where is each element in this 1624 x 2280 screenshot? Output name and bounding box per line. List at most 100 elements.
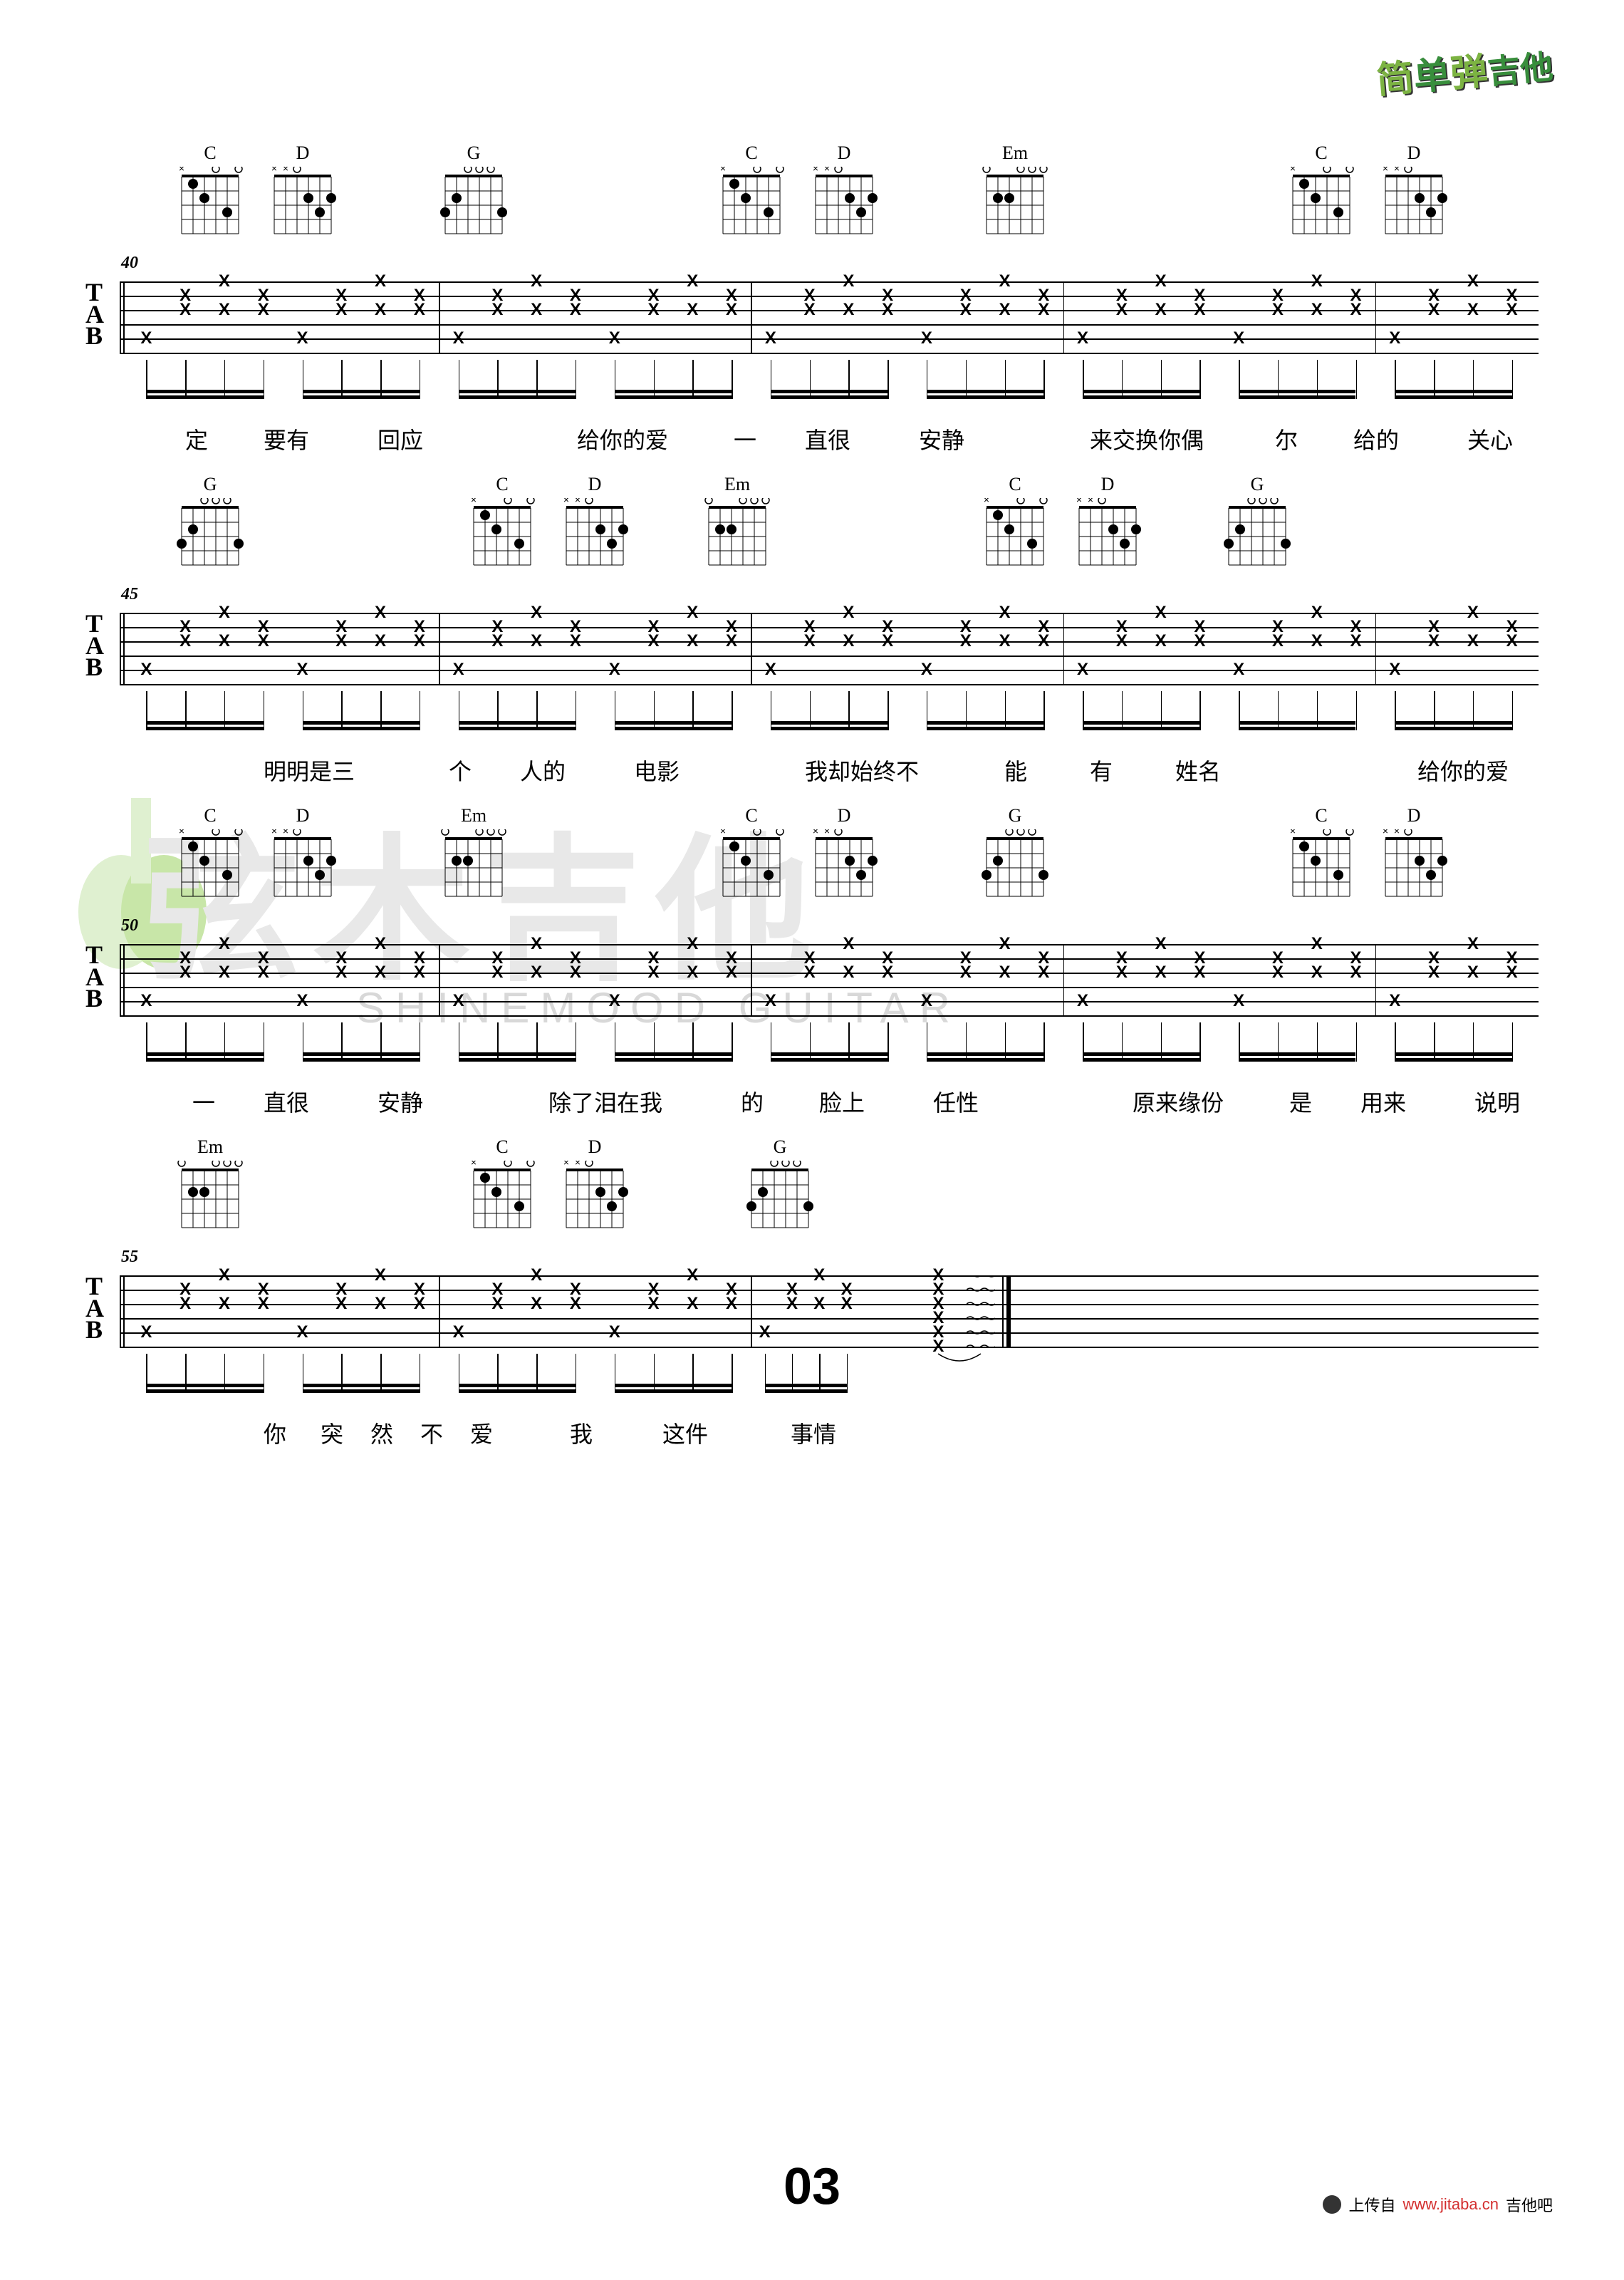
chord-name: Em	[1002, 142, 1028, 164]
chord-diagram-D: D ××	[805, 142, 883, 245]
lyric-syllable: 除了泪在我	[548, 1085, 662, 1118]
lyric-syllable: 一	[192, 1085, 215, 1118]
lyric-syllable: 直很	[805, 423, 850, 455]
svg-text:×: ×	[271, 829, 277, 836]
lyric-syllable: 原来缘份	[1133, 1085, 1224, 1118]
chord-diagram-D: D ××	[1375, 805, 1453, 908]
svg-text:×: ×	[283, 829, 288, 836]
lyric-syllable: 来交换你偶	[1090, 423, 1204, 455]
chord-diagram-Em: Em	[171, 1136, 249, 1239]
lyric-syllable: 直很	[264, 1085, 309, 1118]
tab-staff: TAB XXXXXXXXXXXXXXXXXXXXXXXXXXXXXXXXXXXX…	[85, 1268, 1539, 1404]
chord-name: C	[1009, 474, 1021, 495]
svg-text:×: ×	[824, 829, 830, 836]
lyric-syllable: 然	[370, 1416, 393, 1449]
chord-name: C	[496, 474, 508, 495]
svg-text:×: ×	[179, 167, 184, 174]
chord-diagram-C: C ×	[463, 474, 541, 576]
chord-diagram-Em: Em	[976, 142, 1054, 245]
footer-site: 吉他吧	[1506, 2193, 1553, 2216]
chord-name: D	[838, 142, 851, 164]
tab-row: C × D ×× Em C × D ×× G C × D ×× 50 TAB X…	[71, 805, 1553, 1115]
chord-diagram-C: C ×	[171, 142, 249, 245]
lyric-syllable: 个	[449, 754, 472, 787]
lyric-syllable: 定	[185, 423, 208, 455]
chord-name: D	[1101, 474, 1115, 495]
chord-diagram-C: C ×	[976, 474, 1054, 576]
bar-number: 55	[121, 1248, 1553, 1267]
lyric-syllable: 回应	[378, 423, 423, 455]
page-number: 03	[784, 2157, 840, 2216]
lyric-syllable: 用来	[1360, 1085, 1406, 1118]
chord-diagram-C: C ×	[171, 805, 249, 908]
chord-name: D	[296, 142, 310, 164]
svg-text:×: ×	[1383, 829, 1388, 836]
bar-number: 40	[121, 254, 1553, 273]
chord-diagram-Em: Em	[698, 474, 776, 576]
lyric-syllable: 我却始终不	[805, 754, 919, 787]
footer-label: 上传自	[1348, 2193, 1395, 2216]
tab-row: Em C × D ×× G 55 TAB XXXXXXXXXXXXXXXXXXX…	[71, 1136, 1553, 1446]
tab-row: G C × D ×× Em C × D ×× G 45 TAB XXXXXXXX…	[71, 474, 1553, 784]
page-footer: 上传自 www.jitaba.cn 吉他吧	[1323, 2193, 1553, 2216]
lyric-syllable: 给你的爱	[577, 423, 668, 455]
svg-text:×: ×	[1076, 498, 1082, 505]
svg-text:×: ×	[984, 498, 989, 505]
svg-text:×: ×	[1290, 167, 1296, 174]
tab-staff: TAB XXXXXXXXXXXXXXXXXXXXXXXXXXXXXXXXXXXX…	[85, 606, 1539, 741]
chord-name: G	[467, 142, 481, 164]
lyric-syllable: 人的	[520, 754, 566, 787]
chord-diagram-D: D ××	[556, 1136, 634, 1239]
svg-text:×: ×	[575, 1161, 581, 1168]
svg-text:×: ×	[563, 1161, 569, 1168]
lyric-syllable: 爱	[470, 1416, 493, 1449]
svg-text:×: ×	[471, 1161, 477, 1168]
chord-diagram-G: G	[434, 142, 513, 245]
chord-name: D	[838, 805, 851, 826]
chord-diagram-D: D ××	[1375, 142, 1453, 245]
tab-clef-label: TAB	[85, 613, 104, 678]
chord-name: G	[774, 1136, 787, 1158]
lyric-syllable: 我	[570, 1416, 593, 1449]
bar-number: 50	[121, 916, 1553, 936]
lyric-syllable: 说明	[1474, 1085, 1520, 1118]
lyric-syllable: 尔	[1275, 423, 1298, 455]
tab-clef-label: TAB	[85, 944, 104, 1010]
svg-text:×: ×	[471, 498, 477, 505]
lyric-row: 明明是三个人的电影我却始终不能有姓名给你的爱	[150, 754, 1553, 784]
chord-diagram-C: C ×	[1282, 805, 1360, 908]
lyric-syllable: 明明是三	[264, 754, 355, 787]
lyric-syllable: 能	[1004, 754, 1027, 787]
chord-name: C	[1315, 805, 1327, 826]
chord-name: C	[1315, 142, 1327, 164]
lyric-row: 定要有回应给你的爱一直很安静来交换你偶尔给的关心	[150, 423, 1553, 452]
chord-diagram-C: C ×	[712, 805, 791, 908]
chord-diagram-D: D ××	[264, 142, 342, 245]
chord-diagram-D: D ××	[556, 474, 634, 576]
chord-diagram-G: G	[1218, 474, 1296, 576]
lyric-syllable: 脸上	[819, 1085, 865, 1118]
chord-name: G	[204, 474, 217, 495]
chord-diagram-D: D ××	[1068, 474, 1147, 576]
chord-row: C × D ×× G C × D ×× Em C × D ××	[121, 142, 1553, 249]
chord-name: Em	[724, 474, 750, 495]
svg-text:×: ×	[575, 498, 581, 505]
lyric-syllable: 一	[734, 423, 756, 455]
chord-name: C	[204, 805, 216, 826]
chord-name: Em	[461, 805, 486, 826]
chord-name: Em	[197, 1136, 223, 1158]
lyric-syllable: 要有	[264, 423, 309, 455]
chord-diagram-D: D ××	[264, 805, 342, 908]
chord-diagram-G: G	[171, 474, 249, 576]
lyric-syllable: 有	[1090, 754, 1113, 787]
lyric-row: 你突然不爱我这件事情	[150, 1416, 1553, 1446]
chord-row: G C × D ×× Em C × D ×× G	[121, 474, 1553, 581]
svg-text:×: ×	[179, 829, 184, 836]
lyric-syllable: 不	[420, 1416, 443, 1449]
tab-staff: TAB XXXXXXXXXXXXXXXXXXXXXXXXXXXXXXXXXXXX…	[85, 274, 1539, 410]
lyric-row: 一直很安静除了泪在我的脸上任性原来缘份是用来说明	[150, 1085, 1553, 1115]
chord-diagram-G: G	[976, 805, 1054, 908]
svg-text:×: ×	[1394, 167, 1400, 174]
chord-row: C × D ×× Em C × D ×× G C × D ××	[121, 805, 1553, 912]
bar-number: 45	[121, 585, 1553, 604]
